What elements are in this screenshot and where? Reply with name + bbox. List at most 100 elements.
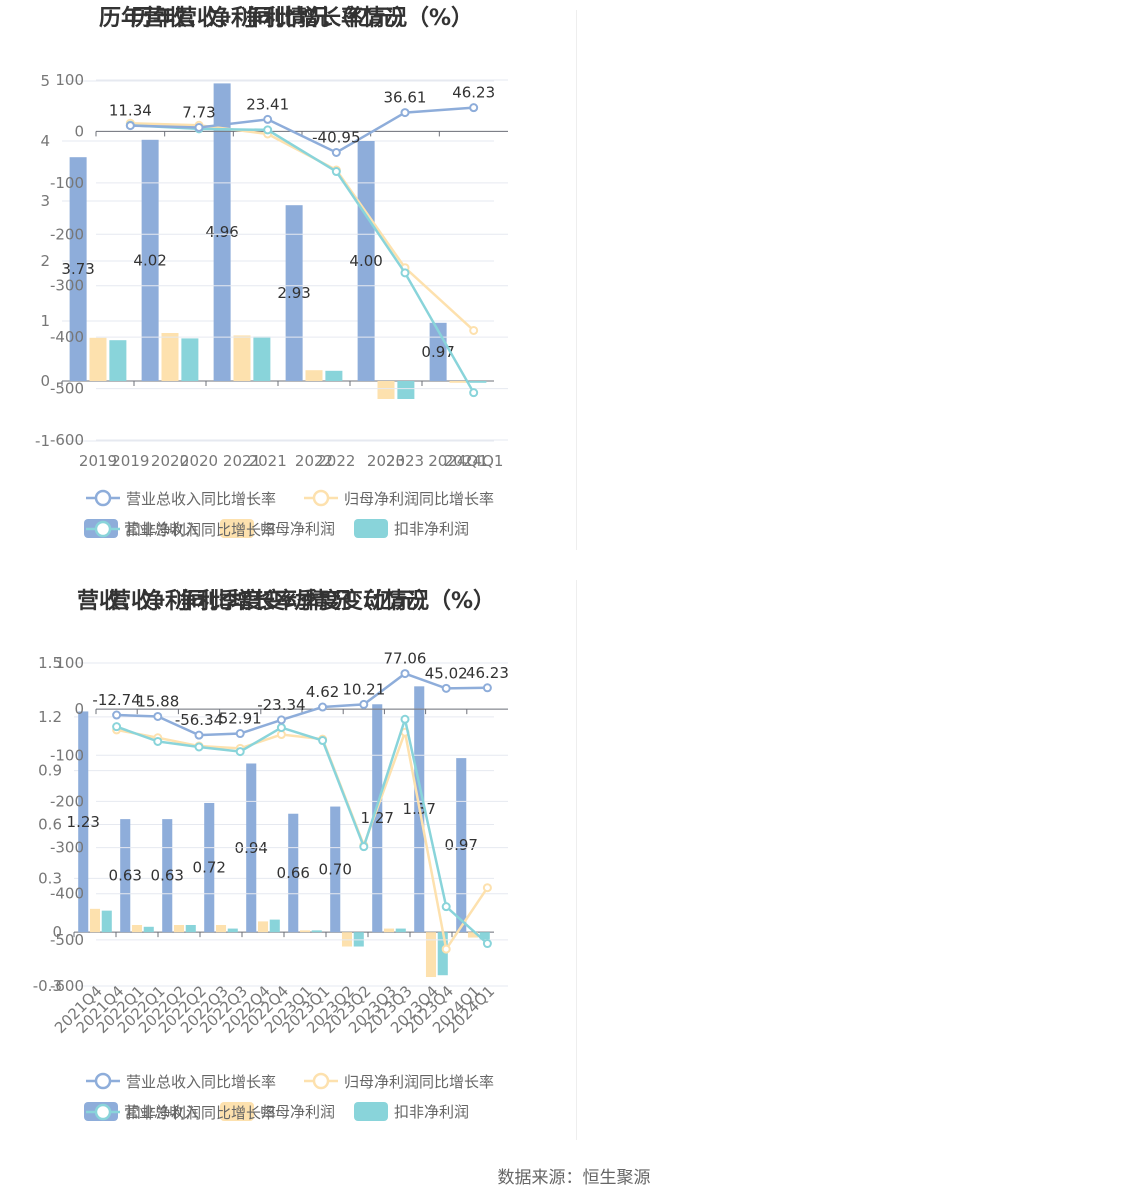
series-point-2 [359,842,369,852]
legend-swatch [354,1102,388,1121]
y-tick-label: 100 [55,71,84,89]
series-point-2 [263,125,273,135]
data-label: 0.63 [151,867,184,885]
data-label: 7.73 [182,103,215,121]
legend-label: 归母净利润 [260,520,335,538]
chart-title: 历年营收、净利情况（亿元） [131,5,417,31]
y-tick-label: 0 [52,923,62,941]
x-tick-label: 2024Q1 [444,452,504,470]
x-tick-label: 2023 [386,452,424,470]
bar-deducted-profit [253,336,271,381]
bar-revenue [78,711,89,933]
bar-net-profit [425,932,437,978]
quarterly-values-svg: 营收、净利季度变动情况（亿元）-0.300.30.60.91.21.52021Q… [33,588,494,1121]
data-label: 4.02 [133,251,166,269]
y-tick-label: 0.3 [38,869,62,887]
bar-net-profit [257,921,269,933]
legend-swatch [220,1102,254,1121]
series-point-0 [125,121,135,131]
series-point-0 [263,114,273,124]
bar-deducted-profit [269,919,280,933]
bar-net-profit [89,908,101,933]
chart-title: 历年营收、净利同比增长率情况（%） [99,5,473,31]
data-label: 46.23 [466,664,509,682]
series-point-2 [400,714,410,724]
quarterly-growth-chart: 营收、净利同比增长率季度变动情况（%） -600 -500 -400 -300 -200 -… [50,583,1136,1143]
series-point-0 [194,122,204,132]
series-point-0 [400,108,410,118]
y-tick-label: -400 [50,885,84,903]
series-point-2 [400,268,410,278]
bar-net-profit [233,335,251,381]
data-label: 0.70 [319,860,352,878]
legend-marker [94,489,112,507]
data-label: 4.96 [205,223,238,241]
bar-revenue [330,806,341,933]
data-label: 4.62 [306,683,339,701]
y-tick-label: -100 [50,174,84,192]
legend-label: 扣非净利润 [394,520,469,538]
data-label: 1.27 [361,809,394,827]
y-tick-label: 1 [40,312,50,330]
bar-net-profit [341,932,353,947]
legend-marker [94,520,112,538]
data-label: 0.66 [277,864,310,882]
bar-net-profit [161,333,179,381]
y-tick-label: -0.3 [33,977,62,995]
bar-deducted-profit [143,926,154,933]
bar-revenue [456,758,467,933]
x-tick-label: 2023 [367,452,405,470]
data-label: 2.93 [277,284,310,302]
x-tick-label: 2020 [151,452,189,470]
bar-net-profit [467,932,479,938]
panel-divider-top [576,10,577,550]
y-tick-label: 2 [40,252,50,270]
series-point-2 [441,902,451,912]
data-label: -56.34 [175,711,223,729]
data-label: 15.88 [136,692,179,710]
legend-label: 营业总收入 [124,520,199,538]
legend-marker [312,489,330,507]
bar-deducted-profit [397,381,415,399]
series-point-0 [153,711,163,721]
series-point-2 [318,736,328,746]
bar-deducted-profit [109,340,127,381]
data-label: 4.00 [349,252,382,270]
legend-marker [94,1072,112,1090]
series-line-1 [116,727,489,953]
data-label: 23.41 [246,95,289,113]
data-label: 0.72 [193,859,226,877]
y-tick-label: 0.6 [38,816,62,834]
y-tick-label: -100 [50,746,84,764]
legend-marker [94,1103,112,1121]
legend-label: 归母净利润同比增长率 [344,1073,494,1091]
chart-title: 营收、净利季度变动情况（亿元） [109,588,439,614]
y-tick-label: 1.5 [38,654,62,672]
y-tick-label: 0 [74,700,84,718]
series-point-2 [331,167,341,177]
series-point-0 [441,683,451,693]
data-label: 10.21 [342,680,385,698]
data-label: 46.23 [452,84,495,102]
legend-label: 扣非净利润同比增长率 [126,1104,276,1122]
chart-title: 营收、净利同比增长率季度变动情况（%） [77,588,495,614]
y-tick-label: 4 [40,132,50,150]
y-tick-label: -600 [50,431,84,449]
series-line-0 [130,106,474,154]
y-tick-label: -1 [35,432,50,450]
bar-net-profit [89,337,107,381]
bar-net-profit [299,930,311,933]
bar-net-profit [383,928,395,933]
series-point-0 [235,729,245,739]
quarterly-growth-svg: 营收、净利同比增长率季度变动情况（%） -600 -500 -400 -300 -200 -… [50,588,509,1122]
series-point-0 [359,699,369,709]
data-label: -40.95 [312,128,360,146]
annual-growth-chart: 历年营收、净利同比增长率情况（%） -600 -500 -400 -300 -200 -10… [50,0,1136,560]
y-tick-label: 1.2 [38,708,62,726]
data-label: 11.34 [109,102,152,120]
bar-revenue [288,813,299,933]
bar-deducted-profit [469,381,487,383]
series-point-2 [235,747,245,757]
series-point-0 [469,103,479,113]
x-tick-label: 2022 [295,452,333,470]
